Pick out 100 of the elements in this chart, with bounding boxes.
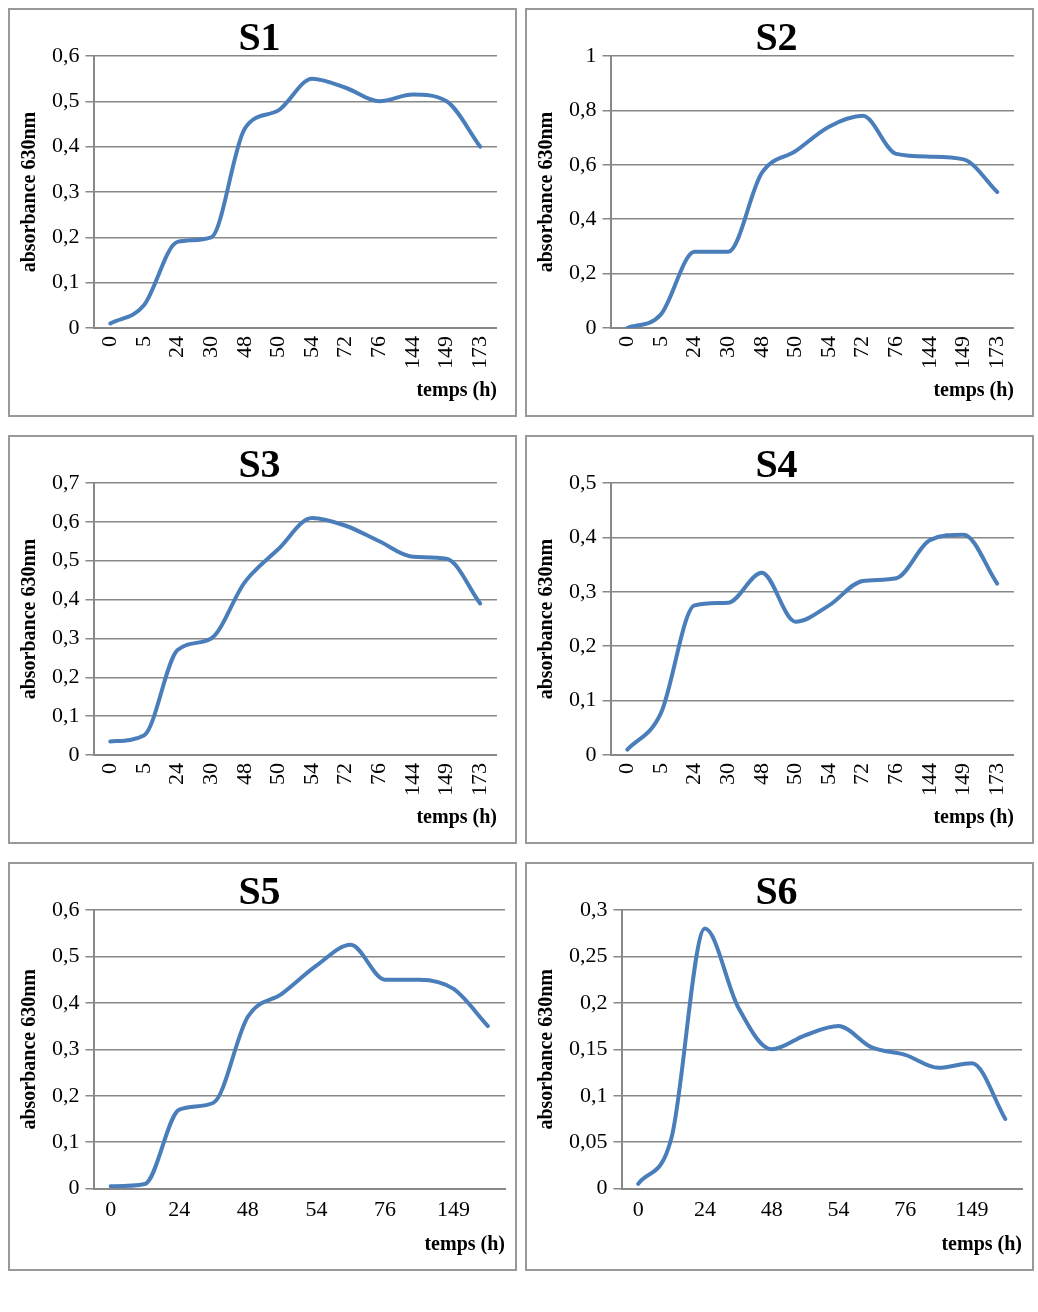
y-tick-label: 0,4 xyxy=(52,132,80,158)
x-tick-label: 173 xyxy=(982,336,1008,369)
x-tick-label: 76 xyxy=(373,1195,396,1221)
x-tick-label: 149 xyxy=(432,336,458,369)
y-tick-label: 0,2 xyxy=(569,631,597,657)
y-tick-label: 0,05 xyxy=(569,1127,608,1153)
x-tick-label: 50 xyxy=(781,763,807,785)
y-tick-label: 0,1 xyxy=(580,1081,608,1107)
x-tick-label: 149 xyxy=(949,336,975,369)
line-series xyxy=(108,515,483,744)
y-tick-label: 0,3 xyxy=(52,1035,80,1061)
line-series xyxy=(108,76,483,326)
y-tick-label: 0,6 xyxy=(52,895,80,921)
x-tick-label: 76 xyxy=(894,1195,917,1221)
y-axis-title: absorbance 630nm xyxy=(534,538,557,700)
y-tick-label: 0,2 xyxy=(569,259,597,285)
x-axis-title: temps (h) xyxy=(941,1232,1022,1256)
x-tick-label: 54 xyxy=(814,763,840,785)
x-tick-label: 0 xyxy=(632,1195,644,1221)
y-tick-label: 0,3 xyxy=(580,895,608,921)
line-series xyxy=(625,532,1000,752)
y-tick-label: 0,2 xyxy=(52,663,80,689)
x-tick-label: 173 xyxy=(982,763,1008,796)
x-tick-label: 149 xyxy=(949,763,975,796)
x-tick-label: 48 xyxy=(236,1195,259,1221)
x-tick-label: 144 xyxy=(915,763,941,796)
y-axis-title: absorbance 630nm xyxy=(534,111,557,273)
y-tick-label: 0,2 xyxy=(52,223,80,249)
x-tick-label: 50 xyxy=(264,336,290,358)
y-tick-label: 0,5 xyxy=(52,546,80,572)
y-tick-label: 0,15 xyxy=(569,1035,608,1061)
y-tick-label: 0,6 xyxy=(52,41,80,67)
x-tick-label: 149 xyxy=(432,763,458,796)
x-axis-title: temps (h) xyxy=(416,805,497,829)
line-series xyxy=(108,942,490,1189)
chart-title: S2 xyxy=(755,14,798,60)
chart-title: S5 xyxy=(238,868,281,914)
x-tick-label: 24 xyxy=(680,763,706,785)
x-tick-label: 5 xyxy=(646,336,672,347)
x-tick-label: 48 xyxy=(230,336,256,358)
x-tick-label: 50 xyxy=(264,763,290,785)
x-tick-label: 149 xyxy=(437,1195,471,1221)
x-tick-label: 48 xyxy=(760,1195,783,1221)
y-tick-label: 0,4 xyxy=(569,204,597,230)
x-tick-label: 0 xyxy=(613,763,639,774)
y-tick-label: 0,2 xyxy=(580,988,608,1014)
chart-title: S6 xyxy=(755,868,798,914)
y-tick-label: 0,1 xyxy=(569,686,597,712)
y-tick-label: 0,1 xyxy=(52,701,80,727)
x-tick-label: 30 xyxy=(196,336,222,358)
x-tick-label: 0 xyxy=(96,336,122,347)
y-tick-label: 0,4 xyxy=(52,585,80,611)
y-tick-label: 0 xyxy=(68,1174,80,1200)
y-tick-label: 0,1 xyxy=(52,268,80,294)
chart-title: S1 xyxy=(238,14,281,60)
x-tick-label: 76 xyxy=(882,763,908,785)
y-tick-label: 0,8 xyxy=(569,96,597,122)
y-tick-label: 0,3 xyxy=(52,177,80,203)
x-tick-label: 173 xyxy=(465,336,491,369)
y-axis-title: absorbance 630nm xyxy=(17,968,40,1130)
x-tick-label: 54 xyxy=(297,763,323,785)
x-tick-label: 24 xyxy=(680,336,706,358)
x-tick-label: 0 xyxy=(96,763,122,774)
x-tick-label: 173 xyxy=(465,763,491,796)
x-tick-label: 54 xyxy=(305,1195,328,1221)
x-axis-title: temps (h) xyxy=(424,1232,505,1256)
y-tick-label: 0,7 xyxy=(52,468,80,494)
x-tick-label: 54 xyxy=(814,336,840,358)
y-tick-label: 0,25 xyxy=(569,942,608,968)
x-tick-label: 48 xyxy=(747,763,773,785)
y-tick-label: 0,3 xyxy=(52,624,80,650)
y-tick-label: 0,4 xyxy=(52,988,80,1014)
x-tick-label: 0 xyxy=(105,1195,117,1221)
chart-title: S3 xyxy=(238,441,281,487)
x-tick-label: 30 xyxy=(713,336,739,358)
x-tick-label: 54 xyxy=(297,336,323,358)
x-tick-label: 54 xyxy=(827,1195,850,1221)
x-axis-title: temps (h) xyxy=(933,805,1014,829)
y-tick-label: 0,5 xyxy=(52,942,80,968)
y-axis-title: absorbance 630nm xyxy=(534,968,557,1130)
line-series xyxy=(636,926,1008,1186)
x-tick-label: 76 xyxy=(365,336,391,358)
x-tick-label: 76 xyxy=(365,763,391,785)
y-tick-label: 0,6 xyxy=(52,507,80,533)
x-tick-label: 24 xyxy=(163,336,189,358)
x-tick-label: 5 xyxy=(646,763,672,774)
x-tick-label: 48 xyxy=(747,336,773,358)
x-tick-label: 5 xyxy=(129,763,155,774)
x-axis-title: temps (h) xyxy=(933,378,1014,402)
x-tick-label: 72 xyxy=(848,336,874,358)
x-tick-label: 144 xyxy=(398,763,424,796)
y-tick-label: 0,4 xyxy=(569,523,597,549)
x-tick-label: 24 xyxy=(693,1195,716,1221)
y-tick-label: 0,2 xyxy=(52,1081,80,1107)
x-tick-label: 144 xyxy=(398,336,424,369)
x-tick-label: 24 xyxy=(168,1195,191,1221)
x-tick-label: 149 xyxy=(955,1195,989,1221)
y-axis-title: absorbance 630nm xyxy=(17,538,40,700)
x-tick-label: 72 xyxy=(848,763,874,785)
x-tick-label: 30 xyxy=(196,763,222,785)
